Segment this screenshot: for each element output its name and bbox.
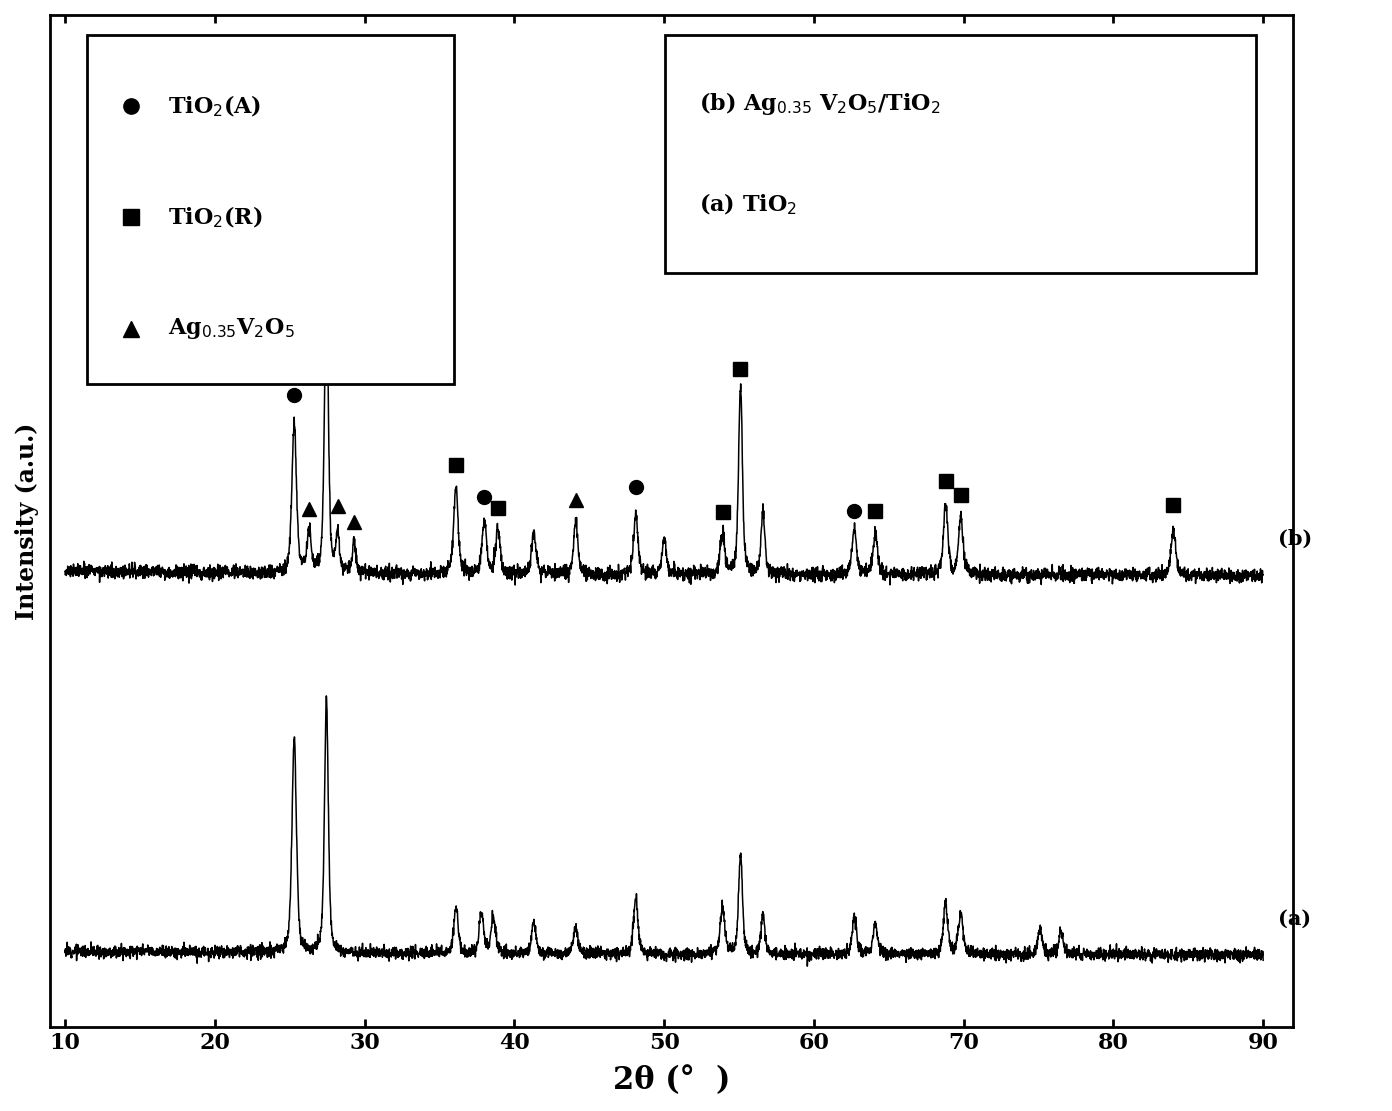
FancyBboxPatch shape	[665, 36, 1256, 273]
Text: (b) Ag$_{0.35}$ V$_2$O$_5$/TiO$_2$: (b) Ag$_{0.35}$ V$_2$O$_5$/TiO$_2$	[699, 90, 941, 117]
Text: Ag$_{0.35}$V$_2$O$_5$: Ag$_{0.35}$V$_2$O$_5$	[168, 317, 295, 341]
Text: (b): (b)	[1278, 529, 1313, 549]
FancyBboxPatch shape	[88, 36, 454, 384]
Y-axis label: Intensity (a.u.): Intensity (a.u.)	[15, 422, 39, 620]
Text: (a): (a)	[1278, 909, 1311, 929]
X-axis label: 2θ (°  ): 2θ (° )	[612, 1065, 731, 1095]
Text: TiO$_2$(A): TiO$_2$(A)	[168, 93, 262, 119]
Text: TiO$_2$(R): TiO$_2$(R)	[168, 204, 263, 230]
Text: (a) TiO$_2$: (a) TiO$_2$	[699, 192, 798, 217]
